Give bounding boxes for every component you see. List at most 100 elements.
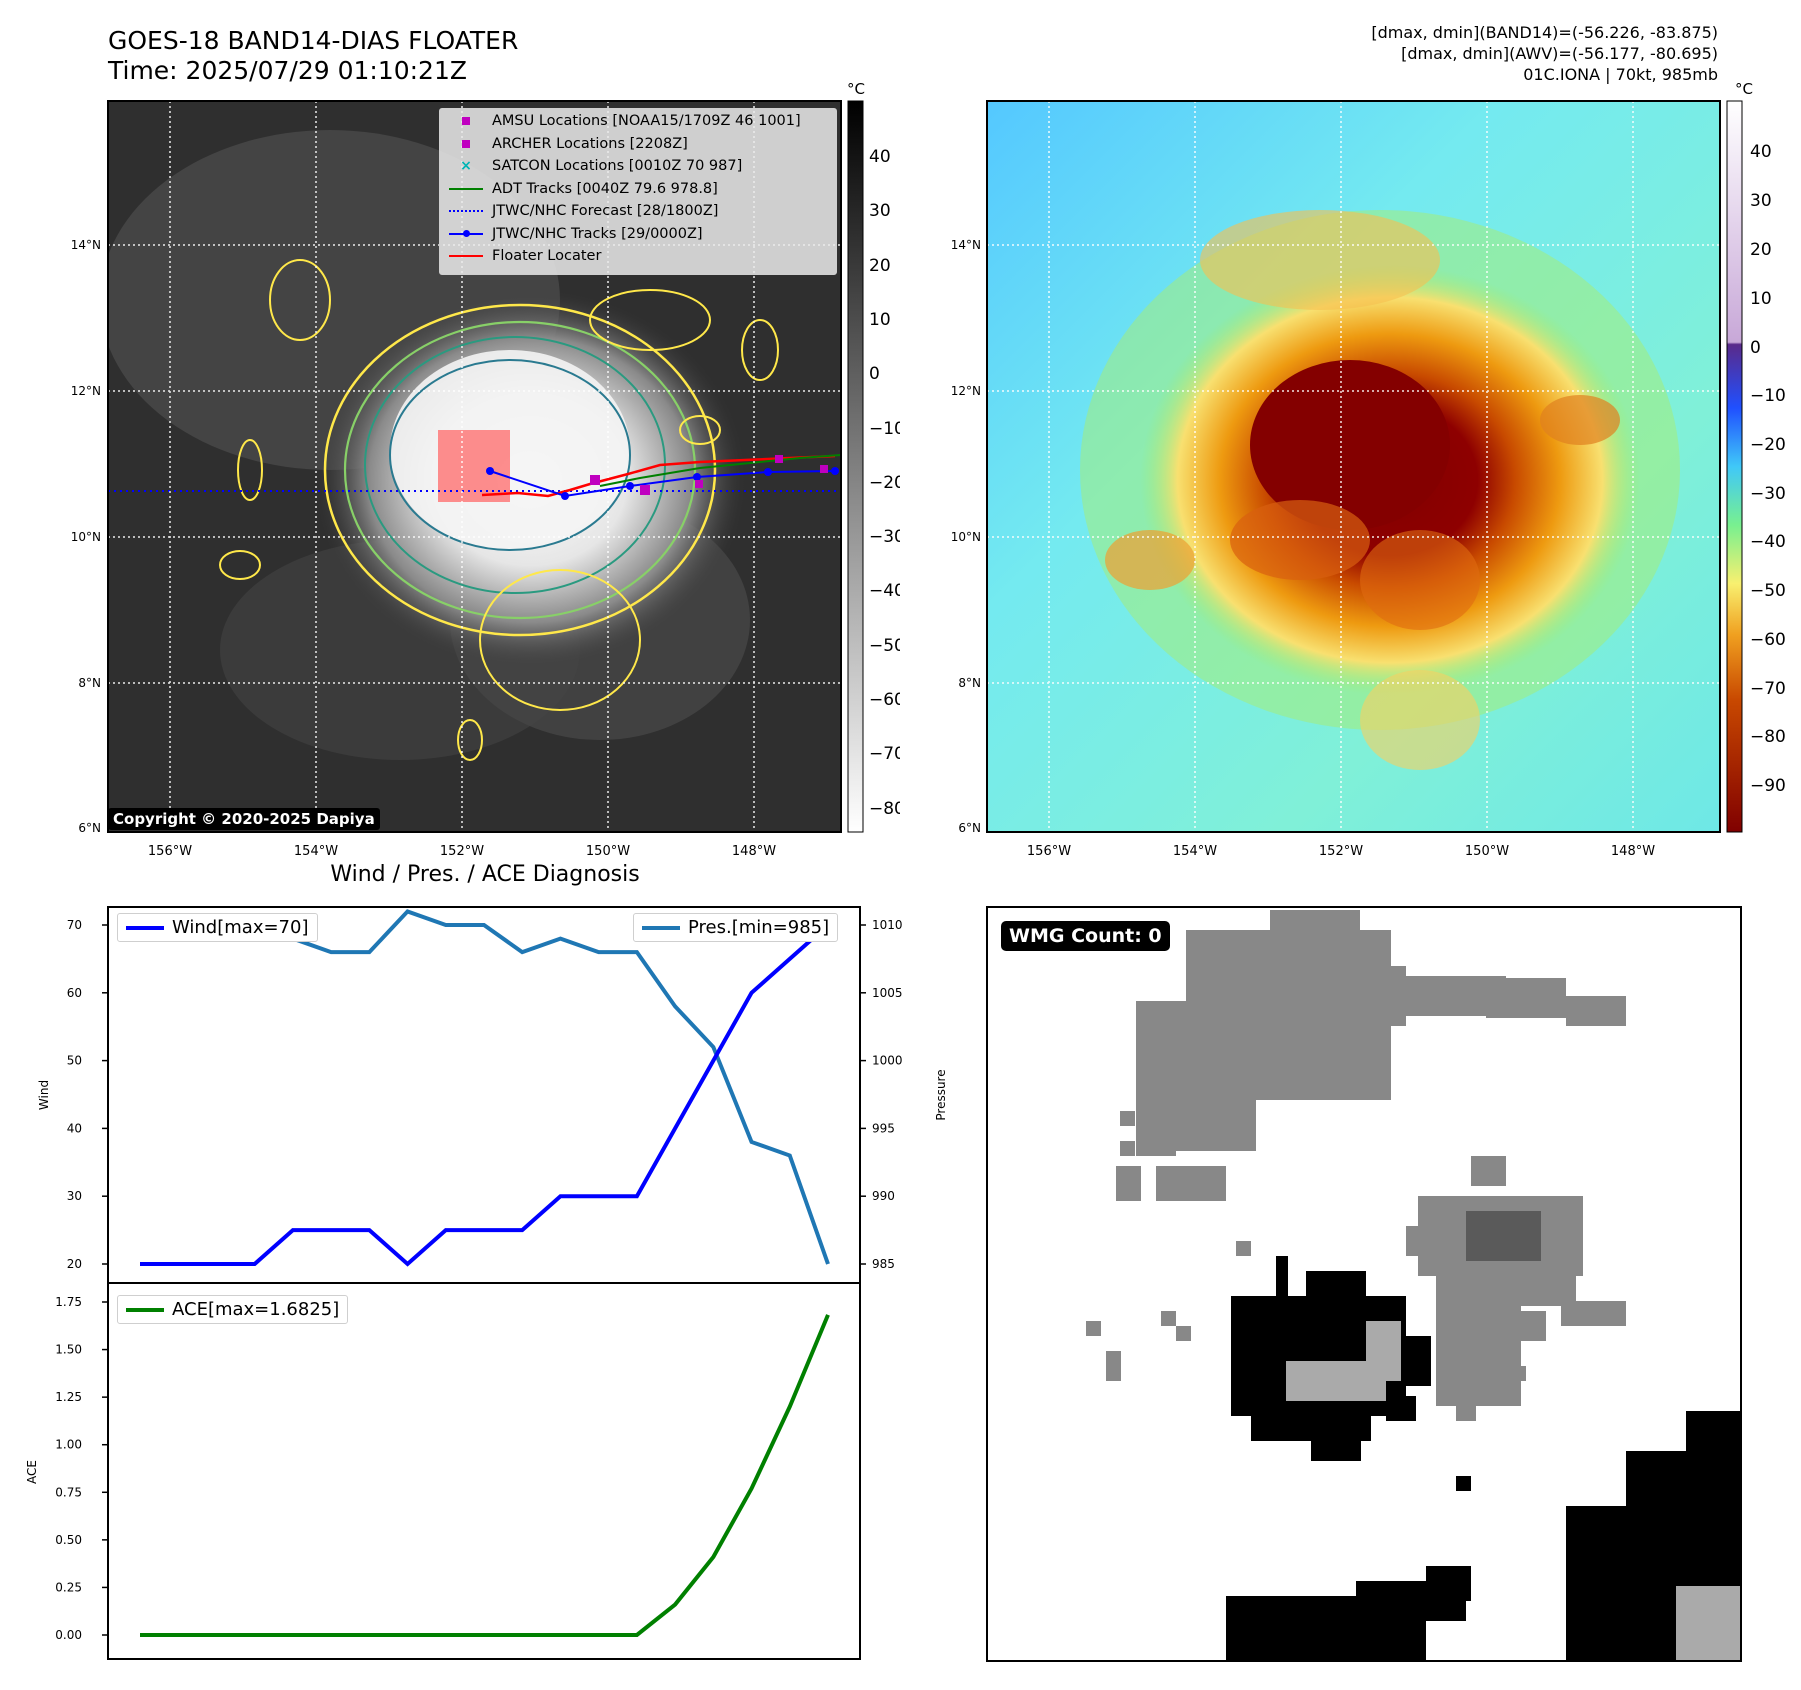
cbar-tick: −20 <box>869 473 900 493</box>
wind-pres-panel <box>107 906 861 1284</box>
lon-label: 152°W <box>440 844 484 859</box>
legend-marker-icon <box>448 226 484 242</box>
ace-tick-label: 1.50 <box>55 1343 82 1357</box>
ace-tick-label: 1.75 <box>55 1295 82 1309</box>
lon-label: 156°W <box>1027 844 1071 859</box>
cbar-tick: 40 <box>869 147 891 167</box>
ace-axis-label: ACE <box>25 1460 39 1484</box>
cbar-tick: −30 <box>869 527 900 547</box>
ace-legend-swatch <box>126 1308 164 1312</box>
wmg-count-badge: WMG Count: 0 <box>1001 921 1170 951</box>
cbar-tick: −50 <box>869 636 900 656</box>
ace-legend-label: ACE[max=1.6825] <box>172 1299 340 1320</box>
cbar-tick: −70 <box>869 744 900 764</box>
legend-label: JTWC/NHC Tracks [29/0000Z] <box>492 225 703 242</box>
lon-label: 150°W <box>586 844 630 859</box>
wmg-lightgray-cells <box>1286 1321 1742 1662</box>
cbar-tick: −10 <box>1750 386 1786 406</box>
legend-entry: ADT Tracks [0040Z 79.6 978.8] <box>448 181 718 197</box>
legend-label: JTWC/NHC Forecast [28/1800Z] <box>492 203 719 219</box>
wind-legend: Wind[max=70] <box>117 913 318 942</box>
legend-label: ARCHER Locations [2208Z] <box>492 135 688 152</box>
cbar-tick: −20 <box>1750 435 1786 455</box>
wind-tick-label: 70 <box>67 918 82 932</box>
cbar-tick: 30 <box>869 201 891 221</box>
lon-label: 154°W <box>1173 844 1217 859</box>
wind-legend-label: Wind[max=70] <box>172 917 309 938</box>
ace-tick-label: 1.25 <box>55 1390 82 1404</box>
chart-title: GOES-18 BAND14-DIAS FLOATER Time: 2025/0… <box>108 26 518 86</box>
left-colorbar <box>847 100 864 833</box>
wind-series-line <box>140 923 830 1267</box>
cbar-tick: −30 <box>1750 484 1786 504</box>
lat-label: 10°N <box>951 530 981 544</box>
wind-tick-label: 20 <box>67 1257 82 1271</box>
cbar-tick: 0 <box>1750 338 1761 358</box>
pressure-tick-label: 990 <box>872 1189 895 1203</box>
cbar-tick: −50 <box>1750 581 1786 601</box>
legend-label: SATCON Locations [0010Z 70 987] <box>492 158 743 174</box>
lat-label: 12°N <box>71 384 101 398</box>
lat-label: 14°N <box>71 238 101 252</box>
legend-entry: Floater Locater <box>448 248 601 264</box>
cbar-tick: 10 <box>1750 289 1772 309</box>
cbar-tick: 0 <box>869 364 880 384</box>
diag-chart: 70 60 50 40 30 20 1010 1005 1000 995 990 985 1.75 1.5… <box>25 906 948 1660</box>
wind-axis-label: Wind <box>37 1080 51 1110</box>
pressure-tick-label: 1005 <box>872 986 903 1000</box>
ace-tick-label: 0.75 <box>55 1485 82 1499</box>
legend-entry: ARCHER Locations [2208Z] <box>448 136 688 152</box>
legend-marker-icon <box>448 181 484 197</box>
lon-label: 150°W <box>1465 844 1509 859</box>
pressure-series-line <box>140 909 830 1265</box>
lat-label: 8°N <box>78 676 101 690</box>
cbar-tick: −80 <box>1750 727 1786 747</box>
wmg-black-cells <box>1226 1256 1741 1662</box>
pressure-legend-swatch <box>642 926 680 930</box>
pressure-legend: Pres.[min=985] <box>633 913 839 942</box>
cbar-tick: 10 <box>869 310 891 330</box>
cbar-tick: 20 <box>869 256 891 276</box>
ace-legend: ACE[max=1.6825] <box>117 1295 349 1324</box>
wind-tick-label: 30 <box>67 1189 82 1203</box>
cbar-tick: −40 <box>869 581 900 601</box>
map-legend: AMSU Locations [NOAA15/1709Z 46 1001] ARC… <box>439 108 837 275</box>
wmg-panel <box>986 906 1742 1662</box>
cbar-tick: −80 <box>869 799 900 819</box>
wind-tick-label: 50 <box>67 1054 82 1068</box>
cbar-tick: −60 <box>1750 630 1786 650</box>
dmax-awv: [dmax, dmin](AWV)=(-56.177, -80.695) <box>1401 44 1718 63</box>
time-line: Time: 2025/07/29 01:10:21Z <box>108 56 467 85</box>
pressure-tick-label: 985 <box>872 1257 895 1271</box>
wmg-gray-cells <box>1086 910 1626 1421</box>
diag-title: Wind / Pres. / ACE Diagnosis <box>330 862 640 887</box>
lat-label: 8°N <box>958 676 981 690</box>
cbar-tick: 40 <box>1750 142 1772 162</box>
cbar-tick: −40 <box>1750 532 1786 552</box>
ace-series-line <box>140 1314 830 1637</box>
ace-tick-label: 0.00 <box>55 1628 82 1642</box>
legend-label: Floater Locater <box>492 248 602 264</box>
legend-marker-icon <box>448 248 484 264</box>
lat-label: 10°N <box>71 530 101 544</box>
lat-label: 6°N <box>78 821 101 835</box>
legend-entry: JTWC/NHC Tracks [29/0000Z] <box>448 226 703 242</box>
lat-label: 12°N <box>951 384 981 398</box>
left-lon-labels: 156°W 154°W 152°W 150°W 148°W <box>148 844 776 859</box>
ace-panel <box>107 1282 861 1660</box>
dmax-band14: [dmax, dmin](BAND14)=(-56.226, -83.875) <box>1371 23 1718 42</box>
pressure-tick-label: 1000 <box>872 1054 903 1068</box>
wind-legend-swatch <box>126 926 164 930</box>
legend-marker-icon <box>448 113 484 129</box>
right-lat-labels: 14°N 12°N 10°N 8°N 6°N <box>951 238 981 835</box>
wmg-dark-cell <box>1466 1211 1541 1261</box>
pressure-tick-label: 1010 <box>872 918 903 932</box>
ace-tick-label: 1.00 <box>55 1438 82 1452</box>
right-colorbar-unit: °C <box>1735 80 1753 98</box>
title-line: GOES-18 BAND14-DIAS FLOATER <box>108 26 519 55</box>
right-colorbar <box>1726 100 1743 833</box>
right-map-imagery <box>987 101 1720 832</box>
pressure-axis-label: Pressure <box>934 1069 948 1120</box>
legend-entry: AMSU Locations [NOAA15/1709Z 46 1001] <box>448 113 801 129</box>
lon-label: 152°W <box>1319 844 1363 859</box>
